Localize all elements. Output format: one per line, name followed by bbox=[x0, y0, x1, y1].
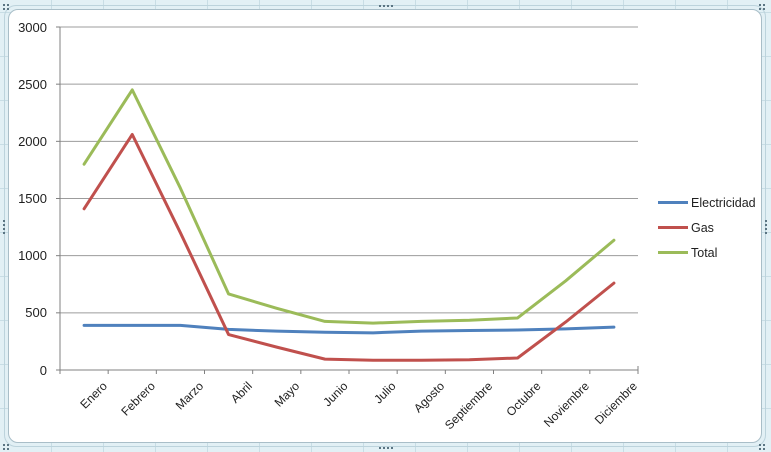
resize-handle-bottom-center[interactable] bbox=[379, 447, 381, 449]
y-axis-tick-label: 2500 bbox=[18, 76, 47, 92]
y-axis-tick-label: 0 bbox=[39, 362, 47, 378]
legend-item-gas[interactable]: Gas bbox=[655, 215, 756, 240]
chart-legend[interactable]: Electricidad Gas Total bbox=[655, 190, 756, 265]
chart-selection-outline bbox=[4, 5, 766, 447]
y-axis-tick-label: 1500 bbox=[18, 191, 47, 206]
legend-label: Gas bbox=[691, 220, 714, 235]
y-axis-tick-label: 2000 bbox=[18, 133, 47, 149]
legend-item-total[interactable]: Total bbox=[655, 240, 756, 265]
y-axis-tick-label: 3000 bbox=[18, 19, 47, 35]
resize-handle-top-right[interactable] bbox=[759, 4, 761, 6]
line-chart-plot bbox=[56, 26, 639, 374]
legend-line-swatch bbox=[658, 201, 688, 204]
series-line-total[interactable] bbox=[82, 88, 616, 325]
y-axis-tick-label: 1000 bbox=[18, 248, 47, 264]
legend-label: Total bbox=[691, 245, 718, 260]
resize-handle-top-left[interactable] bbox=[3, 4, 5, 6]
resize-handle-left-center[interactable] bbox=[3, 220, 5, 222]
resize-handle-bottom-left[interactable] bbox=[3, 444, 5, 446]
legend-line-swatch bbox=[658, 226, 688, 229]
series-line-electricidad[interactable] bbox=[82, 323, 616, 335]
y-axis-tick-label: 500 bbox=[25, 305, 47, 321]
legend-item-electricidad[interactable]: Electricidad bbox=[655, 190, 756, 215]
chart-object[interactable]: 0 500 1000 1500 2000 2500 3000 Enero Febrero Mar… bbox=[8, 9, 762, 443]
resize-handle-bottom-right[interactable] bbox=[759, 444, 761, 446]
series-line-gas[interactable] bbox=[82, 132, 616, 362]
legend-line-swatch bbox=[658, 251, 688, 254]
resize-handle-right-center[interactable] bbox=[765, 220, 767, 222]
legend-label: Electricidad bbox=[691, 195, 756, 210]
resize-handle-top-center[interactable] bbox=[379, 5, 381, 7]
